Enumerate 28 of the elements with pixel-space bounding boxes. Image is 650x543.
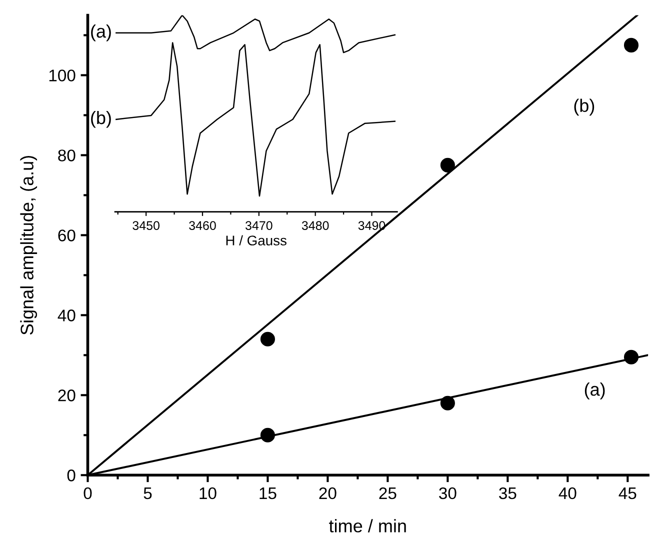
x-tick-label: 0 <box>84 487 92 500</box>
annotation: (b) <box>574 98 594 116</box>
y-tick-label: 100 <box>49 70 76 82</box>
x-tick-label: 3450 <box>132 221 160 230</box>
x-tick-label: 3490 <box>358 221 386 230</box>
x-tick-label: 5 <box>144 488 152 500</box>
x-tick-label: 15 <box>260 488 276 500</box>
x-tick-label: 3470 <box>245 221 272 230</box>
y-tick-label: 80 <box>58 150 76 162</box>
x-tick-label: 25 <box>379 487 396 500</box>
x-tick-label: 10 <box>200 487 216 500</box>
annotation: (a) <box>584 382 605 400</box>
x-axis-title: time / min <box>329 519 406 532</box>
x-axis-title: H / Gauss <box>226 235 286 246</box>
y-tick-label: 40 <box>58 310 76 322</box>
y-tick-label: 20 <box>58 390 76 402</box>
x-tick-label: 40 <box>558 487 576 500</box>
x-tick-label: 20 <box>319 487 336 500</box>
x-tick-label: 45 <box>618 488 636 500</box>
y-tick-label: 0 <box>67 470 76 482</box>
x-tick-label: 35 <box>499 487 516 500</box>
x-tick-label: 3460 <box>189 221 216 230</box>
x-tick-label: 30 <box>439 487 456 500</box>
annotation: (a) <box>91 24 111 42</box>
annotation: (b) <box>91 110 111 128</box>
y-axis-title: Signal amplitude, (a.u) <box>20 156 38 335</box>
y-tick-label: 60 <box>58 230 76 242</box>
x-tick-label: 3480 <box>302 221 329 230</box>
